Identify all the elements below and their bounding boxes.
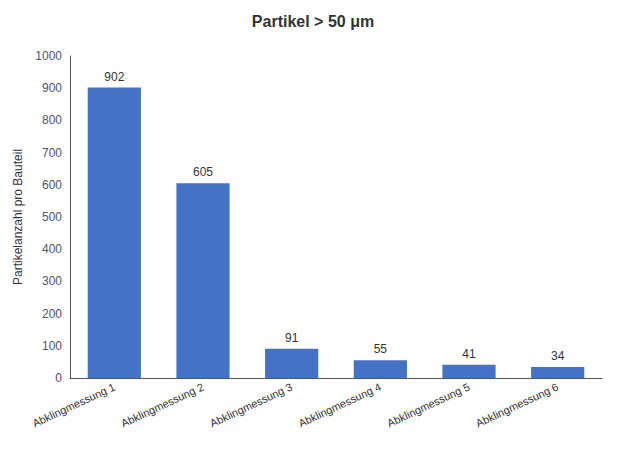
svg-text:91: 91 — [285, 331, 299, 345]
svg-text:100: 100 — [42, 339, 62, 353]
svg-text:500: 500 — [42, 210, 62, 224]
svg-text:300: 300 — [42, 274, 62, 288]
svg-text:Partikel > 50 μm: Partikel > 50 μm — [252, 13, 374, 30]
svg-text:400: 400 — [42, 242, 62, 256]
svg-text:Abklingmessung 3: Abklingmessung 3 — [208, 381, 294, 430]
svg-text:0: 0 — [55, 371, 62, 385]
svg-text:Abklingmessung 6: Abklingmessung 6 — [474, 381, 560, 430]
svg-text:1000: 1000 — [35, 49, 62, 63]
svg-text:900: 900 — [42, 81, 62, 95]
svg-text:600: 600 — [42, 178, 62, 192]
svg-text:Abklingmessung 2: Abklingmessung 2 — [119, 381, 205, 430]
svg-text:902: 902 — [104, 70, 124, 84]
svg-text:605: 605 — [193, 165, 213, 179]
svg-text:Abklingmessung 4: Abklingmessung 4 — [296, 381, 382, 430]
svg-text:Partikelanzahl pro Bauteil: Partikelanzahl pro Bauteil — [11, 149, 25, 285]
svg-text:200: 200 — [42, 307, 62, 321]
svg-text:41: 41 — [462, 347, 476, 361]
svg-text:Abklingmessung 5: Abklingmessung 5 — [385, 381, 471, 430]
svg-text:700: 700 — [42, 146, 62, 160]
svg-text:Abklingmessung 1: Abklingmessung 1 — [30, 381, 116, 430]
svg-text:55: 55 — [374, 342, 388, 356]
svg-text:800: 800 — [42, 113, 62, 127]
svg-text:34: 34 — [551, 349, 565, 363]
